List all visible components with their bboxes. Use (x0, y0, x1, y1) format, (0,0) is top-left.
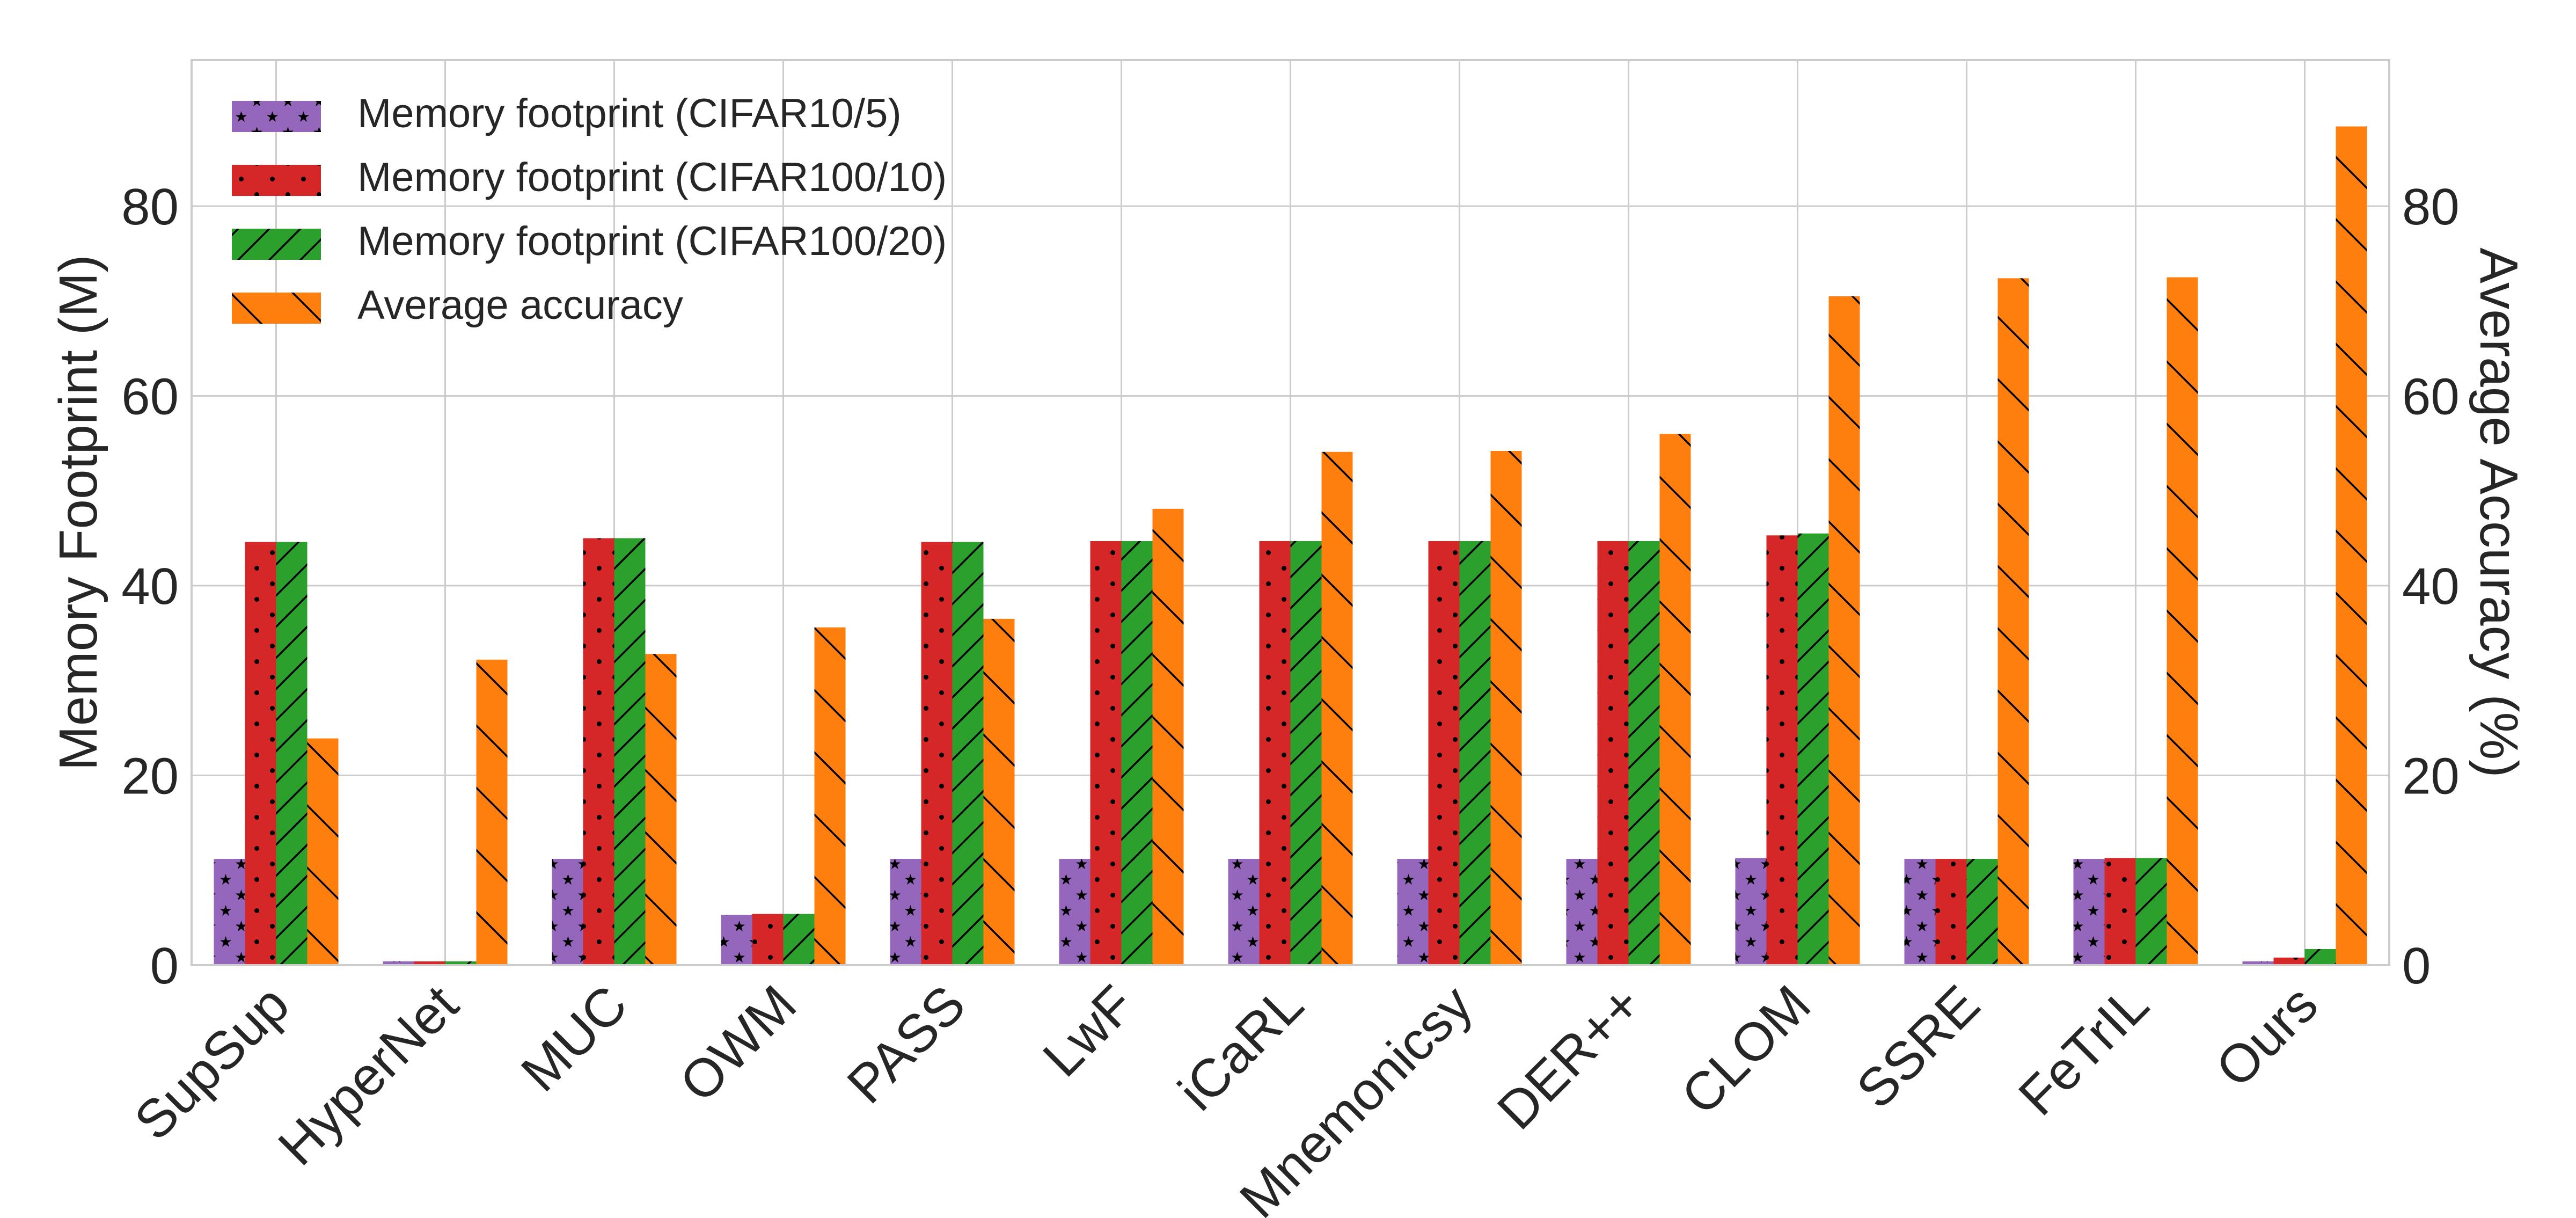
bar-mnemonicsy-s3 (1490, 451, 1522, 965)
y-tick-label: 80 (121, 178, 179, 236)
bar-ours-s0 (2242, 961, 2274, 965)
bar-pass-s0 (890, 859, 921, 965)
y-tick-label: 20 (121, 748, 179, 805)
bar-icarl-s1 (1259, 541, 1291, 965)
legend: Memory footprint (CIFAR10/5) Memory footp… (232, 91, 947, 328)
bar-der--s0 (1566, 859, 1598, 965)
bar-lwf-s3 (1152, 508, 1184, 965)
bar-muc-s1 (583, 538, 614, 965)
bar-clom-s0 (1735, 858, 1767, 965)
y-axis-label: Memory Footprint (M) (48, 254, 108, 770)
bar-muc-s2 (614, 538, 646, 965)
bar-owm-s2 (783, 914, 815, 965)
bar-icarl-s0 (1228, 859, 1260, 965)
category-label: LwF (1031, 974, 1146, 1088)
y-tick-label: 40 (121, 558, 179, 615)
bar-ours-s2 (2304, 949, 2336, 965)
bar-fetril-s3 (2167, 277, 2198, 965)
legend-label: Average accuracy (357, 282, 683, 328)
legend-label: Memory footprint (CIFAR100/10) (357, 155, 947, 200)
bar-ours-s1 (2273, 957, 2305, 965)
category-label: MUC (510, 974, 639, 1103)
bar-clom-s3 (1828, 296, 1860, 965)
bar-lwf-s2 (1121, 541, 1153, 965)
bar-der--s3 (1659, 434, 1691, 965)
legend-label: Memory footprint (CIFAR10/5) (357, 91, 902, 136)
y2-tick-label: 80 (2402, 178, 2460, 236)
category-label: OWM (668, 974, 808, 1113)
bar-muc-s3 (645, 654, 677, 965)
bar-ssre-s0 (1904, 859, 1936, 965)
y2-tick-label: 40 (2402, 558, 2460, 615)
bar-ssre-s1 (1935, 859, 1967, 965)
bar-pass-s3 (983, 618, 1015, 965)
y-tick-label: 60 (121, 368, 179, 426)
category-label: SupSup (123, 974, 301, 1151)
y-tick-label: 0 (150, 937, 179, 995)
bar-ssre-s2 (1966, 859, 1998, 965)
y2-tick-label: 0 (2402, 937, 2431, 995)
category-label: DER++ (1486, 974, 1653, 1141)
category-label: CLOM (1670, 974, 1822, 1126)
bar-supsup-s3 (307, 738, 339, 965)
bar-pass-s1 (921, 542, 953, 965)
bar-owm-s3 (814, 627, 846, 965)
bar-fetril-s0 (2073, 859, 2105, 965)
category-label: SSRE (1845, 974, 1991, 1120)
legend-swatch (232, 229, 321, 260)
bar-icarl-s2 (1290, 541, 1322, 965)
bar-hypernet-s1 (414, 961, 445, 965)
category-label: iCaRL (1167, 974, 1315, 1122)
tick-labels: 0 20 40 60 80 0 20 40 60 80 (121, 178, 2460, 995)
bar-fetril-s2 (2135, 858, 2167, 965)
bar-der--s1 (1597, 541, 1629, 965)
bar-mnemonicsy-s2 (1459, 541, 1491, 965)
bar-lwf-s1 (1090, 541, 1122, 965)
bar-fetril-s1 (2104, 858, 2136, 965)
bar-owm-s0 (721, 915, 752, 965)
bar-hypernet-s3 (476, 659, 508, 965)
y2-axis-label: Average Accuracy (%) (2469, 247, 2529, 777)
y2-tick-label: 60 (2402, 368, 2460, 426)
bar-supsup-s2 (276, 542, 308, 965)
bar-der--s2 (1628, 541, 1660, 965)
bar-supsup-s0 (214, 859, 245, 965)
category-label: FeTrIL (2007, 974, 2160, 1127)
bar-hypernet-s0 (383, 961, 414, 965)
bar-pass-s2 (952, 542, 984, 965)
bar-supsup-s1 (245, 542, 276, 965)
category-label: PASS (836, 974, 977, 1115)
bar-ssre-s3 (1997, 278, 2029, 965)
plot-frame (191, 59, 2390, 966)
bar-hypernet-s2 (445, 961, 477, 965)
bar-lwf-s0 (1059, 859, 1091, 965)
bar-muc-s0 (552, 859, 583, 965)
legend-swatch (232, 293, 321, 324)
bar-clom-s1 (1766, 535, 1798, 965)
legend-swatch (232, 101, 321, 132)
category-label: HyperNet (267, 974, 470, 1177)
legend-swatch (232, 165, 321, 196)
bars (214, 126, 2367, 965)
bar-owm-s1 (752, 914, 784, 965)
category-label: Ours (2205, 974, 2329, 1098)
bar-clom-s2 (1797, 533, 1829, 965)
bar-mnemonicsy-s1 (1428, 541, 1460, 965)
bar-mnemonicsy-s0 (1397, 859, 1429, 965)
legend-label: Memory footprint (CIFAR100/20) (357, 218, 947, 264)
bar-icarl-s3 (1321, 451, 1353, 965)
y2-tick-label: 20 (2402, 748, 2460, 805)
bar-ours-s3 (2336, 126, 2367, 965)
